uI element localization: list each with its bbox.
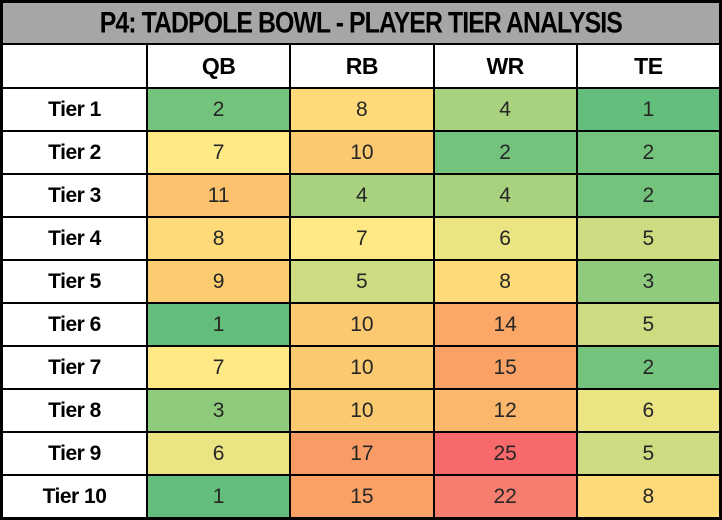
heatmap-cell-tier1-rb: 8 <box>291 89 433 130</box>
heatmap-cell-tier3-qb: 11 <box>148 175 290 216</box>
heatmap-cell-tier9-qb: 6 <box>148 433 290 474</box>
heatmap-cell-tier5-wr: 8 <box>434 261 576 302</box>
heatmap-cell-tier8-rb: 10 <box>291 390 433 431</box>
column-header-rb: RB <box>291 45 433 87</box>
heatmap-cell-tier9-wr: 25 <box>434 433 576 474</box>
heatmap-cell-tier6-wr: 14 <box>434 304 576 345</box>
heatmap-cell-tier9-rb: 17 <box>291 433 433 474</box>
column-header-qb: QB <box>148 45 290 87</box>
heatmap-cell-tier7-te: 2 <box>577 347 719 388</box>
heatmap-cell-tier4-rb: 7 <box>291 218 433 259</box>
row-label-tier-3: Tier 3 <box>3 175 146 216</box>
row-label-tier-9: Tier 9 <box>3 433 146 474</box>
heatmap-cell-tier5-te: 3 <box>577 261 719 302</box>
heatmap-cell-tier4-qb: 8 <box>148 218 290 259</box>
heatmap-cell-tier7-qb: 7 <box>148 347 290 388</box>
row-label-tier-6: Tier 6 <box>3 304 146 345</box>
heatmap-cell-tier5-qb: 9 <box>148 261 290 302</box>
heatmap-cell-tier7-rb: 10 <box>291 347 433 388</box>
heatmap-cell-tier2-qb: 7 <box>148 132 290 173</box>
heatmap-cell-tier8-wr: 12 <box>434 390 576 431</box>
heatmap-cell-tier1-te: 1 <box>577 89 719 130</box>
tier-table-grid: P4: TADPOLE BOWL - PLAYER TIER ANALYSIS … <box>3 3 719 517</box>
heatmap-cell-tier6-qb: 1 <box>148 304 290 345</box>
heatmap-cell-tier3-rb: 4 <box>291 175 433 216</box>
heatmap-cell-tier7-wr: 15 <box>434 347 576 388</box>
row-label-tier-1: Tier 1 <box>3 89 146 130</box>
row-label-tier-10: Tier 10 <box>3 476 146 517</box>
heatmap-cell-tier10-qb: 1 <box>148 476 290 517</box>
heatmap-cell-tier8-te: 6 <box>577 390 719 431</box>
heatmap-cell-tier3-te: 2 <box>577 175 719 216</box>
column-header-te: TE <box>577 45 719 87</box>
heatmap-cell-tier6-rb: 10 <box>291 304 433 345</box>
row-label-tier-8: Tier 8 <box>3 390 146 431</box>
row-label-tier-4: Tier 4 <box>3 218 146 259</box>
heatmap-cell-tier9-te: 5 <box>577 433 719 474</box>
row-label-tier-7: Tier 7 <box>3 347 146 388</box>
table-title: P4: TADPOLE BOWL - PLAYER TIER ANALYSIS <box>3 3 719 43</box>
heatmap-cell-tier2-wr: 2 <box>434 132 576 173</box>
heatmap-cell-tier2-rb: 10 <box>291 132 433 173</box>
heatmap-cell-tier8-qb: 3 <box>148 390 290 431</box>
row-label-tier-5: Tier 5 <box>3 261 146 302</box>
column-header-wr: WR <box>434 45 576 87</box>
heatmap-cell-tier6-te: 5 <box>577 304 719 345</box>
heatmap-cell-tier5-rb: 5 <box>291 261 433 302</box>
heatmap-cell-tier10-wr: 22 <box>434 476 576 517</box>
heatmap-cell-tier1-qb: 2 <box>148 89 290 130</box>
row-label-tier-2: Tier 2 <box>3 132 146 173</box>
heatmap-cell-tier4-wr: 6 <box>434 218 576 259</box>
heatmap-cell-tier10-rb: 15 <box>291 476 433 517</box>
heatmap-cell-tier4-te: 5 <box>577 218 719 259</box>
heatmap-cell-tier2-te: 2 <box>577 132 719 173</box>
table-title-text: P4: TADPOLE BOWL - PLAYER TIER ANALYSIS <box>99 6 623 39</box>
heatmap-cell-tier10-te: 8 <box>577 476 719 517</box>
heatmap-cell-tier1-wr: 4 <box>434 89 576 130</box>
heatmap-cell-tier3-wr: 4 <box>434 175 576 216</box>
corner-cell <box>3 45 146 87</box>
